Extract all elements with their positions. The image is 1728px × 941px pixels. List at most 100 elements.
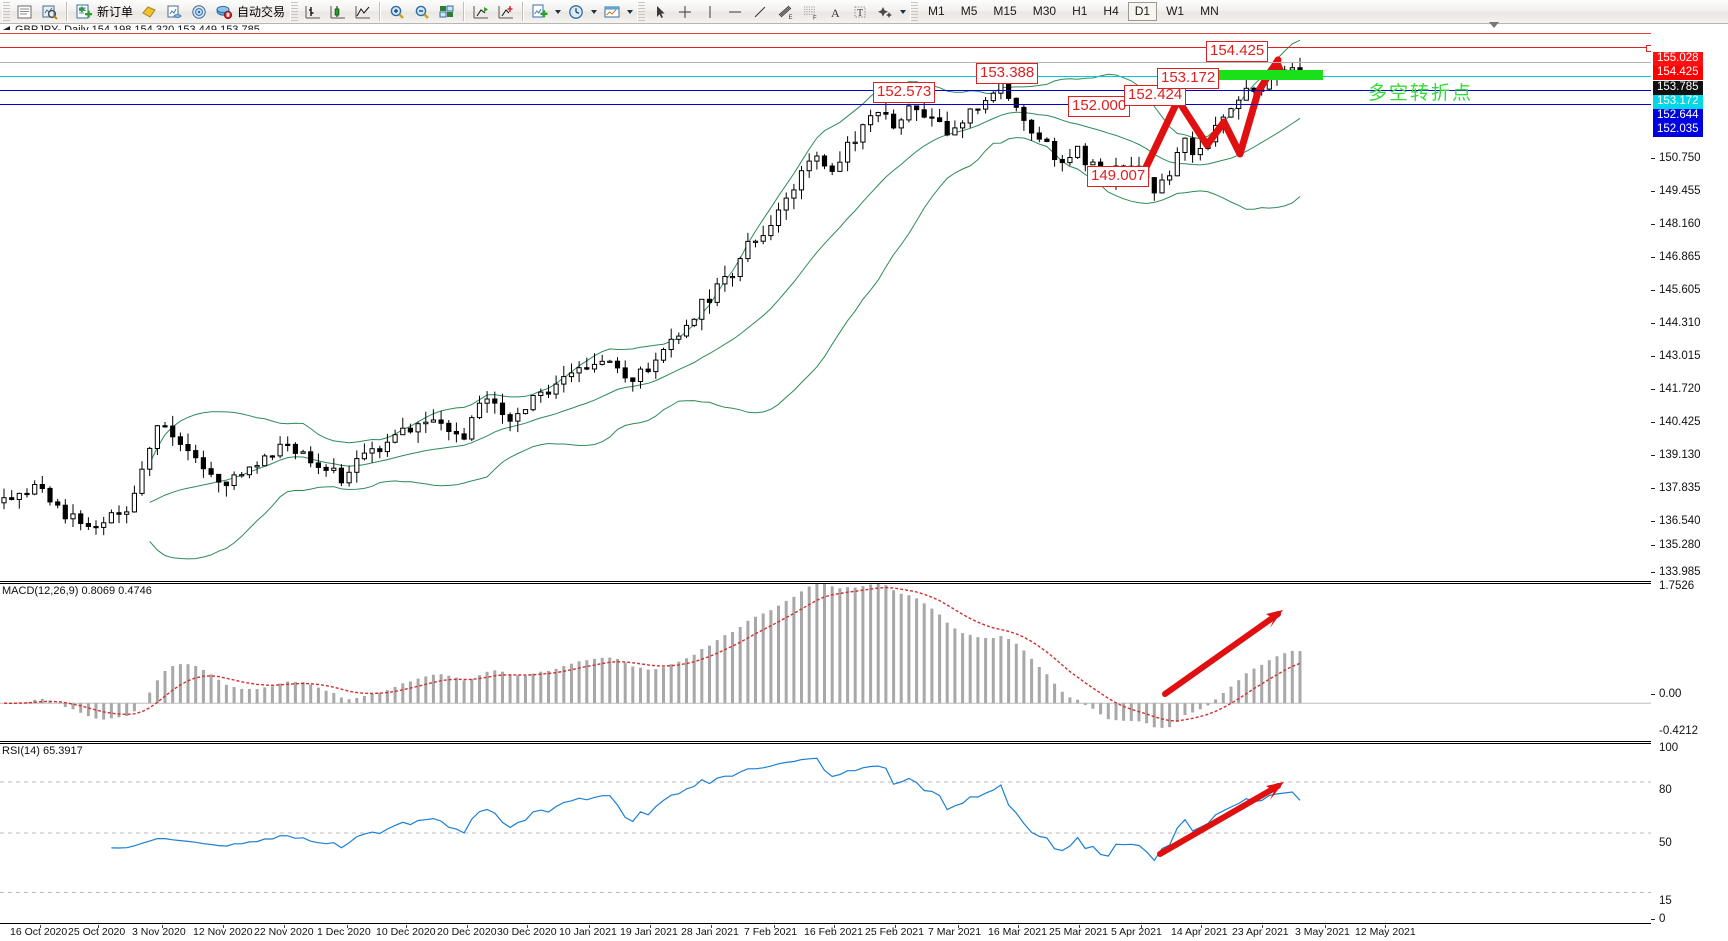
candle-body [147, 447, 153, 470]
template-icon[interactable] [12, 1, 37, 22]
equidistant-channel-icon[interactable]: E [772, 1, 797, 22]
level-line-154.425[interactable] [0, 47, 1651, 48]
timeframe-h4[interactable]: H4 [1103, 4, 1119, 18]
timeframe-h1[interactable]: H1 [1072, 4, 1088, 18]
candle-body [469, 417, 475, 440]
scroll-indicator-icon[interactable] [1489, 22, 1499, 28]
price-tag-149.007[interactable]: 149.007 [1087, 166, 1150, 187]
level-line-153.785[interactable] [0, 62, 1651, 63]
text-label-icon[interactable]: T [847, 1, 872, 22]
periods-button[interactable] [563, 1, 599, 22]
macd-forecast-arrow[interactable] [1162, 611, 1281, 697]
rsi-arrow-head [1266, 782, 1284, 800]
shapes-icon[interactable] [872, 1, 897, 22]
toolbar-separator-3 [463, 2, 465, 21]
candle-body [967, 108, 973, 124]
indicators-button[interactable] [527, 1, 563, 22]
macd-chart-canvas[interactable] [0, 584, 1651, 740]
price-tag-152.424[interactable]: 152.424 [1124, 85, 1187, 106]
fibonacci-icon[interactable]: F [797, 1, 822, 22]
price-tag-153.172[interactable]: 153.172 [1157, 68, 1220, 89]
candle-body [852, 141, 858, 144]
periods-dropdown-caret[interactable] [588, 1, 599, 22]
candle-body [1082, 145, 1088, 166]
candle-body [1190, 137, 1196, 156]
data-window-icon[interactable] [37, 1, 62, 22]
auto-scroll-icon[interactable] [493, 1, 518, 22]
toolbar-grip-2[interactable] [290, 2, 299, 21]
shapes-button[interactable] [872, 1, 908, 22]
date-tick [834, 925, 835, 928]
toolbar-grip-3[interactable] [637, 2, 646, 21]
price-pane[interactable] [0, 30, 1651, 582]
strategy-tester-icon[interactable] [161, 1, 186, 22]
level-line-152.035[interactable] [0, 104, 1651, 105]
price-tag-152.573[interactable]: 152.573 [873, 82, 936, 103]
candle-body [837, 161, 843, 172]
candle-body [821, 155, 828, 167]
templates-button[interactable] [599, 1, 635, 22]
date-axis[interactable]: 16 Oct 2020 25 Oct 2020 3 Nov 2020 12 Nov 2… [0, 925, 1651, 941]
toolbar-grip[interactable] [2, 2, 10, 21]
templates-icon[interactable] [599, 1, 624, 22]
price-tag-152.000[interactable]: 152.000 [1068, 96, 1131, 117]
new-order-icon[interactable] [71, 1, 96, 22]
templates-dropdown-caret[interactable] [624, 1, 635, 22]
zoom-in-icon[interactable] [384, 1, 409, 22]
text-icon[interactable]: A [822, 1, 847, 22]
price-axis[interactable]: 155.028 154.425 153.785 153.172 152.644 152.0… [1651, 24, 1728, 925]
date-tick [40, 925, 41, 928]
rsi-forecast-arrow[interactable] [1157, 783, 1281, 857]
date-label-10: 19 Jan 2021 [620, 926, 678, 938]
candlestick-chart-icon[interactable] [325, 1, 350, 22]
toolbar-grip-4[interactable] [910, 2, 919, 21]
candle-body [269, 455, 275, 458]
new-order-button[interactable]: 新订单 [71, 1, 136, 22]
candle-body [538, 391, 544, 397]
signals-icon[interactable] [186, 1, 211, 22]
rsi-chart-canvas[interactable] [0, 744, 1651, 924]
price-axis-label-2: 148.160 [1659, 218, 1701, 230]
timeframe-m15[interactable]: M15 [993, 4, 1017, 18]
timeframe-m1[interactable]: M1 [928, 4, 945, 18]
rsi-pane[interactable] [0, 744, 1651, 924]
horizontal-line-icon[interactable] [722, 1, 747, 22]
macd-pane[interactable] [0, 584, 1651, 740]
chart-shift-icon[interactable] [468, 1, 493, 22]
timeframe-m30[interactable]: M30 [1032, 4, 1057, 18]
timeframe-m5[interactable]: M5 [960, 4, 978, 18]
price-tag-153.388[interactable]: 153.388 [976, 63, 1039, 84]
autotrading-button[interactable]: 自动交易 [211, 1, 288, 22]
timeframe-mn[interactable]: MN [1200, 4, 1219, 18]
price-chart-canvas[interactable] [0, 30, 1651, 582]
candle-body [200, 457, 207, 470]
trendline-icon[interactable] [747, 1, 772, 22]
level-line-155.028[interactable] [0, 33, 1651, 34]
expert-advisor-icon[interactable] [136, 1, 161, 22]
autotrading-icon[interactable] [211, 1, 236, 22]
level-line-153.172[interactable] [0, 76, 1651, 77]
indicators-dropdown-caret[interactable] [552, 1, 563, 22]
candle-body [860, 124, 866, 143]
price-axis-label-5: 144.310 [1659, 317, 1701, 329]
zoom-out-icon[interactable] [409, 1, 434, 22]
line-chart-icon[interactable] [350, 1, 375, 22]
tile-windows-icon[interactable] [434, 1, 459, 22]
candle-body [492, 398, 498, 404]
candle-body [898, 119, 904, 129]
price-axis-label-1: 149.455 [1659, 185, 1701, 197]
timeframe-w1[interactable]: W1 [1166, 4, 1185, 18]
candle-body [975, 108, 981, 111]
level-line-152.644[interactable] [0, 90, 1651, 91]
timeframe-d1[interactable]: D1 [1127, 2, 1158, 21]
vertical-line-icon[interactable] [697, 1, 722, 22]
indicators-icon[interactable] [527, 1, 552, 22]
cursor-icon[interactable] [647, 1, 672, 22]
shapes-dropdown-caret[interactable] [897, 1, 908, 22]
candle-body [530, 395, 536, 411]
bar-chart-icon[interactable] [300, 1, 325, 22]
periods-icon[interactable] [563, 1, 588, 22]
crosshair-icon[interactable] [672, 1, 697, 22]
price-tag-154.425[interactable]: 154.425 [1206, 41, 1269, 62]
turning-point-note: 多空转折点 [1368, 82, 1474, 104]
